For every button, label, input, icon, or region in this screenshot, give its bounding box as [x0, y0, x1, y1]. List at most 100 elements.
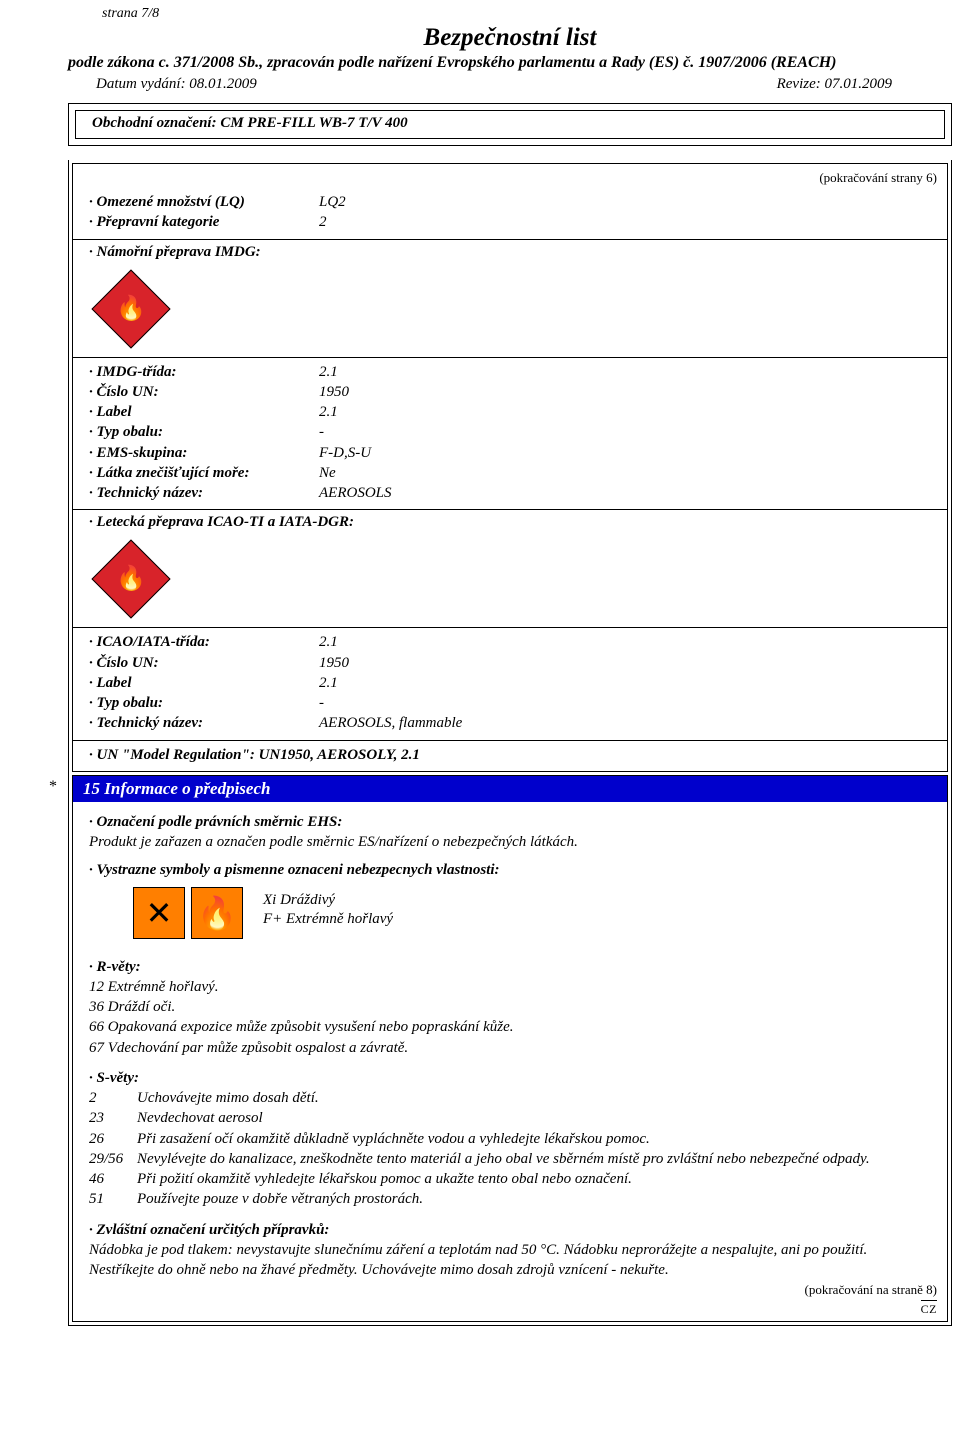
- sea-transport-header: Námořní přeprava IMDG:: [73, 240, 947, 265]
- r-phrase: 66 Opakovaná expozice může způsobit vysu…: [89, 1017, 931, 1037]
- continuation-to: (pokračování na straně 8): [73, 1280, 947, 1300]
- s-phrase-row: 2Uchovávejte mimo dosah dětí.: [73, 1088, 947, 1108]
- s-phrase-row: 29/56Nevylévejte do kanalizace, zneškodn…: [73, 1149, 947, 1169]
- field-label: Label: [89, 402, 319, 422]
- field-label: EMS-skupina:: [89, 443, 319, 463]
- continuation-from: (pokračování strany 6): [73, 164, 947, 188]
- section-15-title: * 15 Informace o předpisech: [73, 776, 947, 802]
- r-phrase: 12 Extrémně hořlavý.: [89, 977, 931, 997]
- field-label: Technický název:: [89, 713, 319, 733]
- xi-text: Xi Dráždivý: [263, 891, 393, 911]
- section-15-title-text: 15 Informace o předpisech: [83, 779, 270, 798]
- s-code: 2: [89, 1088, 137, 1108]
- field-row: Omezené množství (LQ) LQ2: [89, 192, 931, 212]
- field-value: AEROSOLS: [319, 483, 392, 503]
- field-value: 2.1: [319, 402, 338, 422]
- special-label-block: Zvláštní označení určitých přípravků: Ná…: [73, 1210, 947, 1281]
- r-phrase: 36 Dráždí oči.: [89, 997, 931, 1017]
- s-phrase-row: 51Používejte pouze v dobře větraných pro…: [73, 1189, 947, 1209]
- issue-date: Datum vydání: 08.01.2009: [96, 76, 257, 93]
- field-label: Číslo UN:: [89, 653, 319, 673]
- transport-section: (pokračování strany 6) Omezené množství …: [72, 163, 948, 772]
- country-code: CZ: [73, 1300, 947, 1321]
- s-code: 29/56: [89, 1149, 137, 1169]
- document-subtitle: podle zákona c. 371/2008 Sb., zpracován …: [68, 54, 952, 72]
- hazard-symbols-row: ✕ 🔥 Xi Dráždivý F+ Extrémně hořlavý: [73, 881, 947, 943]
- s-text: Při požití okamžitě vyhledejte lékařskou…: [137, 1169, 632, 1189]
- ehs-block: Označení podle právních směrnic EHS: Pro…: [73, 802, 947, 853]
- lq-block: Omezené množství (LQ) LQ2 Přepravní kate…: [73, 188, 947, 239]
- ehs-label: Označení podle právních směrnic EHS:: [89, 814, 342, 830]
- s-text: Nevylévejte do kanalizace, zneškodněte t…: [137, 1149, 870, 1169]
- flammable-diamond-icon: 🔥: [91, 269, 170, 348]
- field-value: AEROSOLS, flammable: [319, 713, 462, 733]
- hazard-diamond-wrap: 🔥: [73, 535, 947, 627]
- special-label: Zvláštní označení určitých přípravků:: [89, 1222, 329, 1238]
- field-label: Technický název:: [89, 483, 319, 503]
- field-value: 2: [319, 212, 327, 232]
- air-transport-header: Letecká přeprava ICAO-TI a IATA-DGR:: [73, 510, 947, 535]
- field-value: F-D,S-U: [319, 443, 371, 463]
- s-text: Používejte pouze v dobře větraných prost…: [137, 1189, 423, 1209]
- field-value: 2.1: [319, 632, 338, 652]
- symbols-label: Vystrazne symboly a pismenne oznaceni ne…: [89, 862, 500, 878]
- s-phrase-row: 26Při zasažení očí okamžitě důkladně vyp…: [73, 1129, 947, 1149]
- ehs-text: Produkt je zařazen a označen podle směrn…: [89, 832, 931, 852]
- field-label: ICAO/IATA-třída:: [89, 632, 319, 652]
- field-label: Látka znečišťující moře:: [89, 463, 319, 483]
- document-header: strana 7/8 Bezpečnostní list podle zákon…: [0, 6, 960, 103]
- hazard-diamond-wrap: 🔥: [73, 265, 947, 357]
- asterisk-marker: *: [49, 778, 57, 796]
- flame-icon: 🔥: [116, 567, 146, 591]
- page: strana 7/8 Bezpečnostní list podle zákon…: [0, 0, 960, 1346]
- field-value: Ne: [319, 463, 336, 483]
- field-label: Přepravní kategorie: [89, 212, 319, 232]
- s-text: Nevdechovat aerosol: [137, 1108, 263, 1128]
- field-label: Typ obalu:: [89, 422, 319, 442]
- field-row: Přepravní kategorie 2: [89, 212, 931, 232]
- icao-block: ICAO/IATA-třída:2.1 Číslo UN:1950 Label2…: [73, 628, 947, 739]
- un-model-block: UN "Model Regulation": UN1950, AEROSOLY,…: [73, 741, 947, 771]
- s-code: 23: [89, 1108, 137, 1128]
- s-text: Uchovávejte mimo dosah dětí.: [137, 1088, 319, 1108]
- s-code: 26: [89, 1129, 137, 1149]
- field-label: Číslo UN:: [89, 382, 319, 402]
- r-phrases-block: R-věty: 12 Extrémně hořlavý. 36 Dráždí o…: [73, 943, 947, 1058]
- r-phrase: 67 Vdechování par může způsobit ospalost…: [89, 1038, 931, 1058]
- field-value: -: [319, 422, 324, 442]
- irritant-symbol-icon: ✕: [133, 887, 185, 939]
- special-text: Nádobka je pod tlakem: nevystavujte slun…: [89, 1240, 931, 1260]
- field-value: 1950: [319, 653, 349, 673]
- trade-name: Obchodní označení: CM PRE-FILL WB-7 T/V …: [92, 115, 928, 132]
- page-number: strana 7/8: [102, 6, 952, 22]
- flame-icon: 🔥: [116, 297, 146, 321]
- un-model-regulation: UN "Model Regulation": UN1950, AEROSOLY,…: [89, 745, 420, 765]
- field-label: Omezené množství (LQ): [89, 192, 319, 212]
- s-phrase-row: 46Při požití okamžitě vyhledejte lékařsk…: [73, 1169, 947, 1189]
- s-code: 46: [89, 1169, 137, 1189]
- s-phrases-label: S-věty:: [89, 1070, 139, 1086]
- special-text: Nestříkejte do ohně nebo na žhavé předmě…: [89, 1260, 931, 1280]
- field-value: 2.1: [319, 362, 338, 382]
- s-phrases-block: S-věty:: [73, 1058, 947, 1088]
- field-value: 2.1: [319, 673, 338, 693]
- hazard-text: Xi Dráždivý F+ Extrémně hořlavý: [249, 887, 393, 930]
- field-label: IMDG-třída:: [89, 362, 319, 382]
- field-value: 1950: [319, 382, 349, 402]
- date-row: Datum vydání: 08.01.2009 Revize: 07.01.2…: [68, 74, 952, 99]
- flammable-diamond-icon: 🔥: [91, 540, 170, 619]
- document-title: Bezpečnostní list: [68, 24, 952, 52]
- main-content-box: (pokračování strany 6) Omezené množství …: [68, 160, 952, 1326]
- s-phrase-row: 23Nevdechovat aerosol: [73, 1108, 947, 1128]
- trade-name-inner: Obchodní označení: CM PRE-FILL WB-7 T/V …: [75, 110, 945, 139]
- trade-name-box: Obchodní označení: CM PRE-FILL WB-7 T/V …: [68, 103, 952, 146]
- s-text: Při zasažení očí okamžitě důkladně vyplá…: [137, 1129, 650, 1149]
- field-label: Typ obalu:: [89, 693, 319, 713]
- r-phrases-label: R-věty:: [89, 959, 141, 975]
- field-value: -: [319, 693, 324, 713]
- imdg-block: IMDG-třída:2.1 Číslo UN:1950 Label2.1 Ty…: [73, 358, 947, 510]
- s-code: 51: [89, 1189, 137, 1209]
- revision-date: Revize: 07.01.2009: [777, 76, 892, 93]
- symbols-label-row: Vystrazne symboly a pismenne oznaceni ne…: [73, 852, 947, 880]
- field-value: LQ2: [319, 192, 346, 212]
